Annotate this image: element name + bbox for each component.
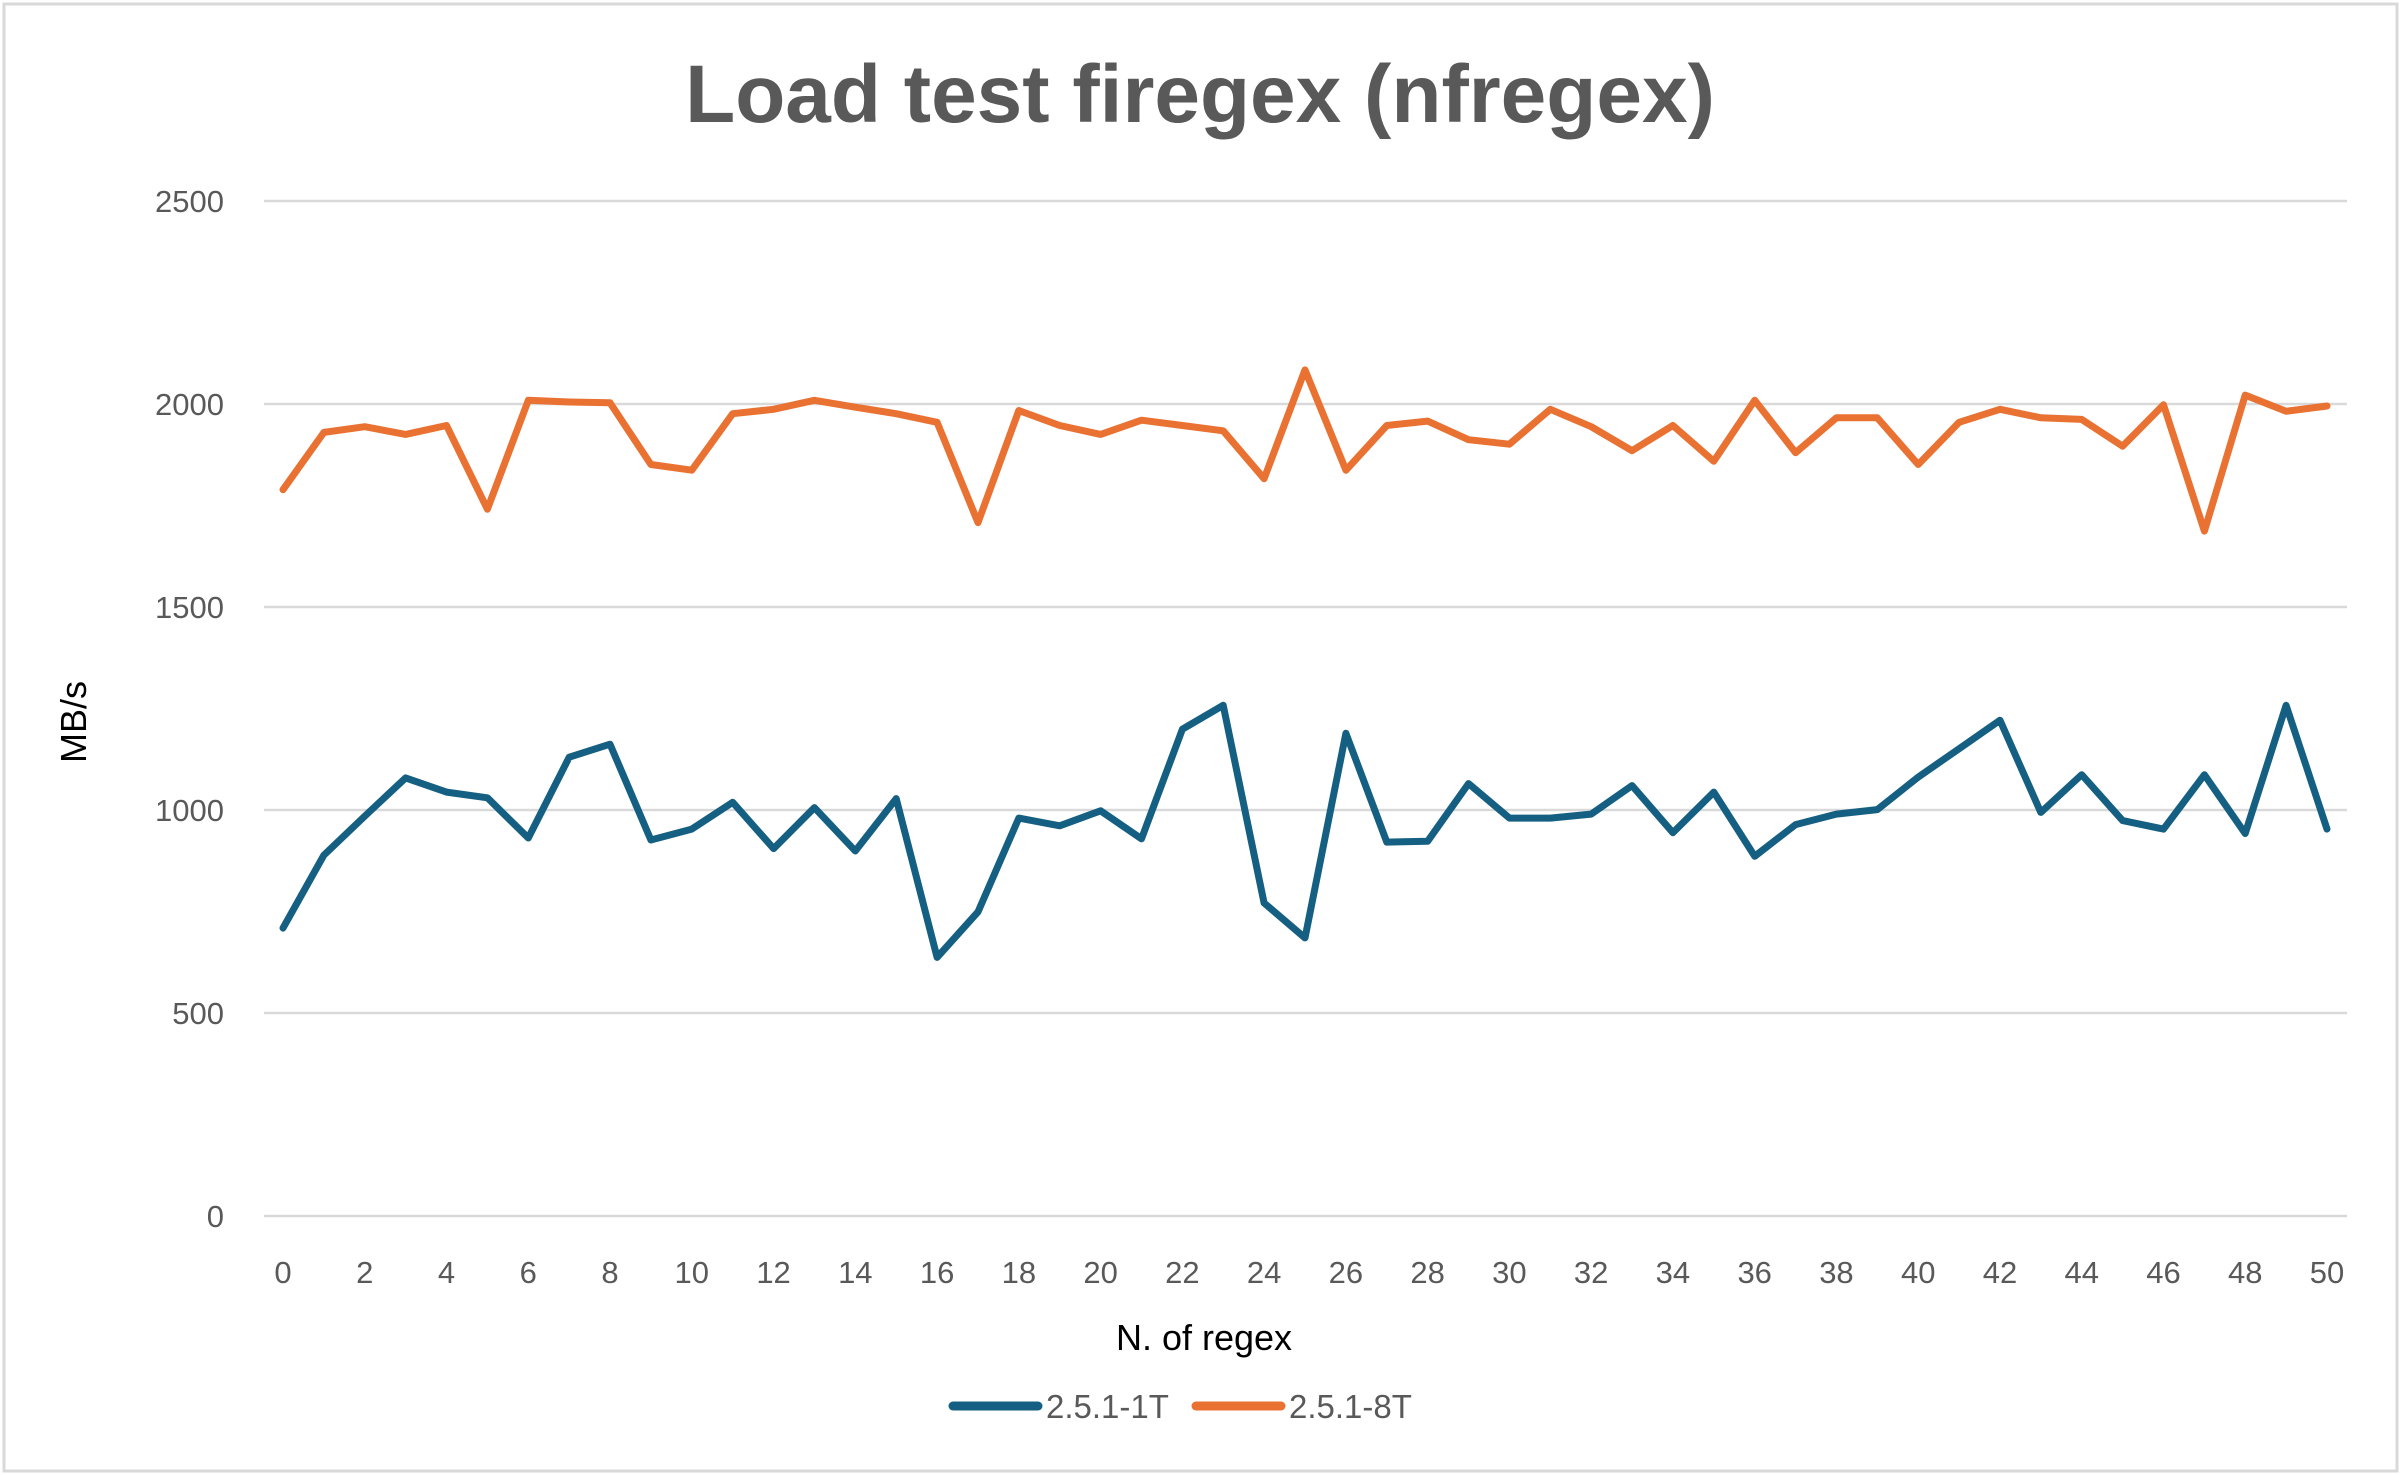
x-tick-label: 18 (1002, 1255, 1036, 1290)
series-line-2.5.1-8T (279, 366, 2331, 535)
x-tick-label: 10 (675, 1255, 709, 1290)
x-tick-label: 50 (2310, 1255, 2344, 1290)
x-tick-label: 38 (1819, 1255, 1853, 1290)
x-tick-label: 46 (2146, 1255, 2180, 1290)
x-tick-label: 2 (356, 1255, 373, 1290)
x-axis-title: N. of regex (1116, 1317, 1292, 1358)
y-tick-label: 500 (172, 996, 224, 1031)
x-tick-labels: 0 2 4 6 8 10 12 14 16 18 20 22 24 26 28 30 32 34 36 38 40 42 4… (274, 1255, 2344, 1290)
legend-label-1t: 2.5.1-1T (1046, 1388, 1169, 1425)
x-tick-label: 20 (1083, 1255, 1117, 1290)
x-tick-label: 22 (1165, 1255, 1199, 1290)
x-tick-label: 40 (1901, 1255, 1935, 1290)
x-tick-label: 30 (1492, 1255, 1526, 1290)
x-tick-label: 34 (1656, 1255, 1690, 1290)
y-tick-label: 2500 (155, 184, 224, 219)
y-tick-labels: 0 500 1000 1500 2000 2500 (155, 184, 224, 1234)
y-tick-label: 0 (207, 1199, 224, 1234)
legend-item-1t[interactable]: 2.5.1-1T (948, 1388, 1169, 1425)
y-tick-label: 2000 (155, 387, 224, 422)
x-tick-label: 26 (1329, 1255, 1363, 1290)
y-tick-label: 1500 (155, 590, 224, 625)
y-tick-label: 1000 (155, 793, 224, 828)
x-tick-label: 28 (1410, 1255, 1444, 1290)
chart-title: Load test firegex (nfregex) (685, 49, 1715, 140)
x-tick-label: 48 (2228, 1255, 2262, 1290)
x-tick-label: 32 (1574, 1255, 1608, 1290)
legend: 2.5.1-1T 2.5.1-8T (948, 1388, 1412, 1425)
x-tick-label: 12 (756, 1255, 790, 1290)
x-tick-label: 4 (438, 1255, 455, 1290)
x-tick-label: 24 (1247, 1255, 1281, 1290)
x-tick-label: 14 (838, 1255, 872, 1290)
legend-item-8t[interactable]: 2.5.1-8T (1191, 1388, 1412, 1425)
x-tick-label: 16 (920, 1255, 954, 1290)
x-tick-label: 6 (520, 1255, 537, 1290)
x-tick-label: 8 (601, 1255, 618, 1290)
legend-label-8t: 2.5.1-8T (1289, 1388, 1412, 1425)
series-lines (279, 366, 2331, 961)
x-tick-label: 36 (1737, 1255, 1771, 1290)
series-line-2.5.1-1T (279, 701, 2331, 961)
x-tick-label: 0 (274, 1255, 291, 1290)
x-tick-label: 44 (2064, 1255, 2098, 1290)
x-tick-label: 42 (1983, 1255, 2017, 1290)
y-axis-title: MB/s (53, 681, 94, 763)
